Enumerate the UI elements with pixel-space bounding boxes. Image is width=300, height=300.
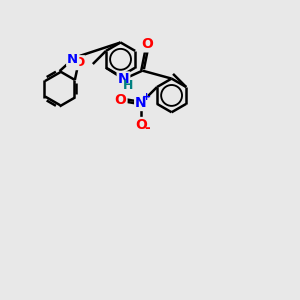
Text: O: O [141, 38, 153, 51]
Text: O: O [115, 93, 127, 107]
Text: O: O [135, 118, 147, 132]
Text: N: N [135, 96, 147, 110]
Text: +: + [142, 92, 152, 102]
Text: H: H [123, 79, 134, 92]
Text: -: - [145, 122, 150, 135]
Text: O: O [73, 56, 84, 69]
Text: N: N [118, 72, 129, 86]
Text: N: N [67, 53, 78, 66]
